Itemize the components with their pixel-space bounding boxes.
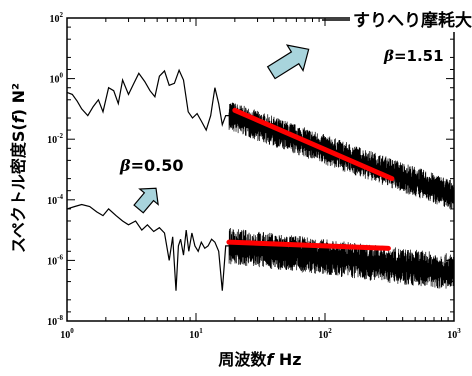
x-tick-label: 101	[189, 327, 203, 341]
top-series-label-bg	[350, 6, 470, 32]
y-axis-label: スペクトル密度S(f) N²	[9, 83, 28, 253]
y-tick-label: 10-8	[47, 314, 63, 328]
top-series-label: すりへり摩耗大	[353, 10, 472, 31]
x-axis-label: 周波数f Hz	[218, 350, 301, 369]
beta-bottom-label: β=0.50	[119, 156, 184, 175]
series-layer	[66, 68, 455, 291]
x-tick-label: 100	[60, 327, 74, 341]
y-tick-label: 10-6	[47, 253, 63, 267]
fit-lines-layer	[226, 107, 395, 251]
y-tick-label: 10-4	[47, 193, 63, 207]
beta-bottom-arrow	[133, 187, 159, 214]
plot-frame	[66, 17, 455, 322]
x-tick-label: 102	[318, 327, 332, 341]
noise-band-1	[228, 227, 455, 289]
y-tick-label: 10-2	[47, 132, 63, 146]
fit-line-0	[232, 107, 395, 182]
fit-line-1	[226, 239, 391, 251]
y-tick-label: 100	[50, 72, 64, 86]
series-line-0	[66, 68, 231, 132]
y-tick-label: 102	[50, 11, 64, 25]
beta-top-label: β=1.51	[383, 47, 444, 65]
series-line-1	[66, 203, 231, 291]
ticks-layer: 100 101 102 103 10-8 10-6 10-4 10-2 100 102	[47, 11, 461, 341]
x-tick-label: 103	[447, 327, 461, 341]
wear-increase-arrow	[266, 44, 310, 80]
